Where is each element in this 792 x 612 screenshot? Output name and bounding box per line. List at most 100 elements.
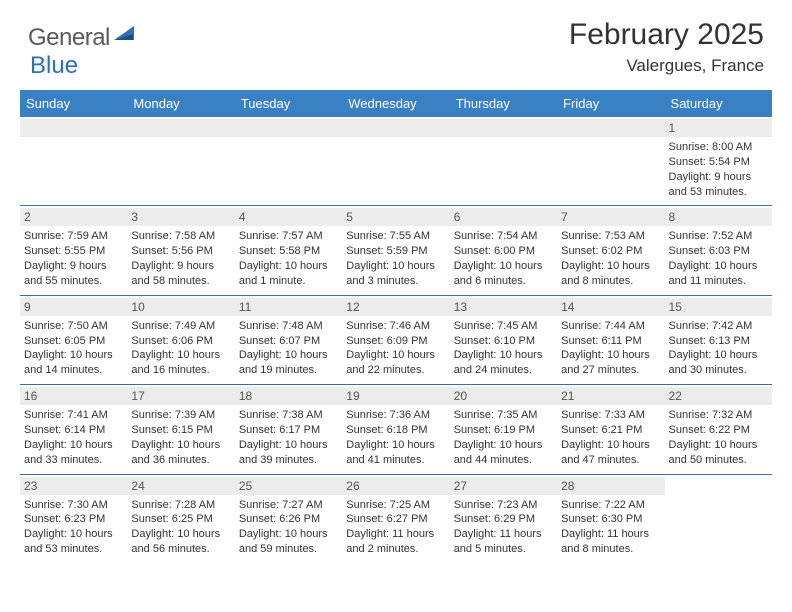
sunrise-line: Sunrise: 7:25 AM <box>346 498 445 513</box>
sunrise-line: Sunrise: 7:35 AM <box>454 408 553 423</box>
daylight-line: and 6 minutes. <box>454 274 553 289</box>
sunset-line: Sunset: 6:07 PM <box>239 334 338 349</box>
sunset-line: Sunset: 6:15 PM <box>131 423 230 438</box>
sunset-line: Sunset: 5:56 PM <box>131 244 230 259</box>
day-number: 15 <box>665 298 772 316</box>
day-number: 7 <box>557 208 664 226</box>
calendar-cell: 6Sunrise: 7:54 AMSunset: 6:00 PMDaylight… <box>450 206 557 295</box>
day-number: 3 <box>127 208 234 226</box>
calendar-cell: 2Sunrise: 7:59 AMSunset: 5:55 PMDaylight… <box>20 206 127 295</box>
daylight-line: Daylight: 10 hours <box>346 438 445 453</box>
sunset-line: Sunset: 6:05 PM <box>24 334 123 349</box>
day-number: 12 <box>342 298 449 316</box>
daylight-line: Daylight: 10 hours <box>239 348 338 363</box>
sunset-line: Sunset: 6:18 PM <box>346 423 445 438</box>
day-header: Tuesday <box>235 90 342 117</box>
calendar-cell: 1Sunrise: 8:00 AMSunset: 5:54 PMDaylight… <box>665 117 772 206</box>
daylight-line: Daylight: 10 hours <box>346 348 445 363</box>
calendar-cell <box>665 474 772 563</box>
day-number: 26 <box>342 477 449 495</box>
sunrise-line: Sunrise: 7:44 AM <box>561 319 660 334</box>
daylight-line: Daylight: 10 hours <box>239 259 338 274</box>
daylight-line: Daylight: 10 hours <box>24 438 123 453</box>
daylight-line: and 50 minutes. <box>669 453 768 468</box>
sunset-line: Sunset: 6:29 PM <box>454 512 553 527</box>
day-header: Friday <box>557 90 664 117</box>
sunrise-line: Sunrise: 7:41 AM <box>24 408 123 423</box>
sunset-line: Sunset: 6:23 PM <box>24 512 123 527</box>
calendar-cell: 10Sunrise: 7:49 AMSunset: 6:06 PMDayligh… <box>127 295 234 384</box>
sunrise-line: Sunrise: 7:53 AM <box>561 229 660 244</box>
daylight-line: and 24 minutes. <box>454 363 553 378</box>
calendar-cell: 18Sunrise: 7:38 AMSunset: 6:17 PMDayligh… <box>235 385 342 474</box>
day-number: 6 <box>450 208 557 226</box>
daylight-line: Daylight: 10 hours <box>131 438 230 453</box>
daylight-line: Daylight: 10 hours <box>131 527 230 542</box>
calendar-cell: 16Sunrise: 7:41 AMSunset: 6:14 PMDayligh… <box>20 385 127 474</box>
sunset-line: Sunset: 6:02 PM <box>561 244 660 259</box>
sunrise-line: Sunrise: 7:36 AM <box>346 408 445 423</box>
calendar-cell <box>450 117 557 206</box>
day-number: 14 <box>557 298 664 316</box>
daylight-line: and 30 minutes. <box>669 363 768 378</box>
calendar-cell: 15Sunrise: 7:42 AMSunset: 6:13 PMDayligh… <box>665 295 772 384</box>
sunrise-line: Sunrise: 7:28 AM <box>131 498 230 513</box>
daylight-line: and 53 minutes. <box>24 542 123 557</box>
daylight-line: and 44 minutes. <box>454 453 553 468</box>
sunset-line: Sunset: 6:26 PM <box>239 512 338 527</box>
daylight-line: and 22 minutes. <box>346 363 445 378</box>
logo-triangle-icon <box>114 24 136 47</box>
day-number: 20 <box>450 387 557 405</box>
calendar-cell <box>20 117 127 206</box>
sunset-line: Sunset: 6:21 PM <box>561 423 660 438</box>
calendar-cell: 7Sunrise: 7:53 AMSunset: 6:02 PMDaylight… <box>557 206 664 295</box>
calendar-cell: 3Sunrise: 7:58 AMSunset: 5:56 PMDaylight… <box>127 206 234 295</box>
daylight-line: and 14 minutes. <box>24 363 123 378</box>
day-number: 1 <box>665 119 772 137</box>
daylight-line: and 53 minutes. <box>669 185 768 200</box>
daylight-line: and 8 minutes. <box>561 274 660 289</box>
daylight-line: Daylight: 10 hours <box>561 348 660 363</box>
sunrise-line: Sunrise: 7:32 AM <box>669 408 768 423</box>
sunset-line: Sunset: 6:03 PM <box>669 244 768 259</box>
sunrise-line: Sunrise: 7:22 AM <box>561 498 660 513</box>
logo-text-blue: Blue <box>30 52 78 80</box>
daylight-line: and 58 minutes. <box>131 274 230 289</box>
empty-daynum-bar <box>342 119 449 137</box>
logo-text-general: General <box>28 24 110 52</box>
sunset-line: Sunset: 6:13 PM <box>669 334 768 349</box>
calendar-cell: 26Sunrise: 7:25 AMSunset: 6:27 PMDayligh… <box>342 474 449 563</box>
sunrise-line: Sunrise: 7:57 AM <box>239 229 338 244</box>
sunrise-line: Sunrise: 8:00 AM <box>669 140 768 155</box>
empty-daynum-bar <box>450 119 557 137</box>
day-number: 24 <box>127 477 234 495</box>
daylight-line: and 59 minutes. <box>239 542 338 557</box>
sunset-line: Sunset: 6:10 PM <box>454 334 553 349</box>
calendar-cell: 4Sunrise: 7:57 AMSunset: 5:58 PMDaylight… <box>235 206 342 295</box>
sunset-line: Sunset: 6:30 PM <box>561 512 660 527</box>
day-header: Thursday <box>450 90 557 117</box>
calendar-cell: 11Sunrise: 7:48 AMSunset: 6:07 PMDayligh… <box>235 295 342 384</box>
daylight-line: and 19 minutes. <box>239 363 338 378</box>
daylight-line: and 39 minutes. <box>239 453 338 468</box>
calendar-cell: 28Sunrise: 7:22 AMSunset: 6:30 PMDayligh… <box>557 474 664 563</box>
sunset-line: Sunset: 6:25 PM <box>131 512 230 527</box>
empty-daynum-bar <box>127 119 234 137</box>
calendar-cell: 5Sunrise: 7:55 AMSunset: 5:59 PMDaylight… <box>342 206 449 295</box>
daylight-line: and 5 minutes. <box>454 542 553 557</box>
daylight-line: Daylight: 9 hours <box>24 259 123 274</box>
daylight-line: and 47 minutes. <box>561 453 660 468</box>
calendar-cell: 20Sunrise: 7:35 AMSunset: 6:19 PMDayligh… <box>450 385 557 474</box>
calendar-cell: 13Sunrise: 7:45 AMSunset: 6:10 PMDayligh… <box>450 295 557 384</box>
daylight-line: and 27 minutes. <box>561 363 660 378</box>
daylight-line: Daylight: 10 hours <box>239 438 338 453</box>
daylight-line: Daylight: 10 hours <box>239 527 338 542</box>
daylight-line: and 55 minutes. <box>24 274 123 289</box>
day-number: 9 <box>20 298 127 316</box>
sunset-line: Sunset: 6:11 PM <box>561 334 660 349</box>
calendar-cell <box>127 117 234 206</box>
day-number: 2 <box>20 208 127 226</box>
calendar-cell: 8Sunrise: 7:52 AMSunset: 6:03 PMDaylight… <box>665 206 772 295</box>
calendar-cell: 9Sunrise: 7:50 AMSunset: 6:05 PMDaylight… <box>20 295 127 384</box>
sunrise-line: Sunrise: 7:52 AM <box>669 229 768 244</box>
